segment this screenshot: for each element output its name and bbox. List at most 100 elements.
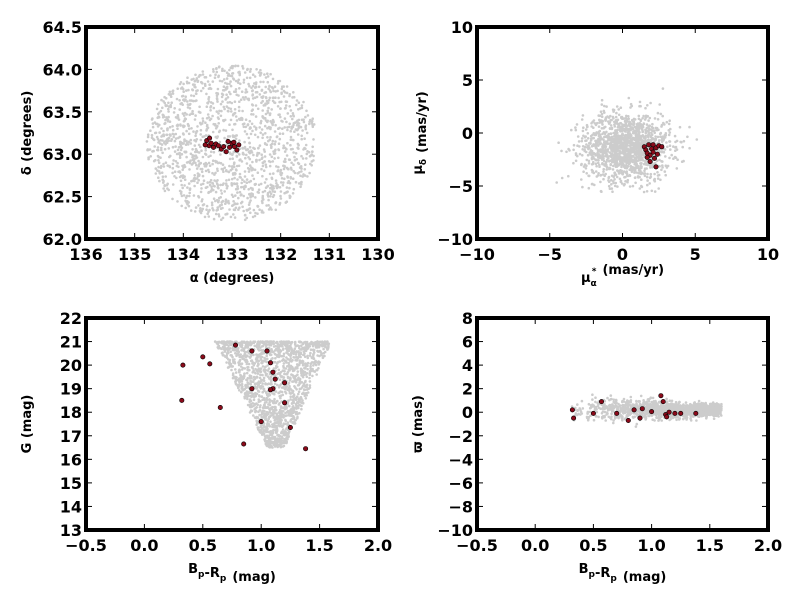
field-star-point (277, 148, 281, 152)
field-star-point (199, 111, 202, 114)
field-star-point (624, 180, 627, 183)
field-star-point (294, 381, 298, 384)
field-star-point (592, 171, 596, 175)
field-star-point (163, 147, 167, 151)
field-star-point (580, 118, 584, 121)
field-star-point (209, 109, 212, 112)
field-star-point (620, 169, 623, 173)
field-star-point (221, 351, 224, 355)
field-star-point (248, 201, 251, 204)
field-star-point (624, 175, 627, 179)
member-star-point (258, 419, 264, 425)
field-star-point (300, 170, 303, 173)
field-star-point (221, 183, 224, 187)
field-star-point (233, 216, 237, 219)
field-star-point (291, 395, 295, 398)
field-star-point (244, 125, 248, 129)
field-star-point (161, 151, 164, 155)
field-star-point (162, 162, 165, 166)
field-star-point (260, 355, 264, 359)
field-star-point (574, 152, 578, 155)
field-star-point (225, 187, 229, 190)
field-star-point (185, 80, 189, 84)
field-star-point (267, 346, 271, 350)
field-star-point (289, 395, 293, 399)
field-star-point (612, 159, 615, 163)
field-star-point (184, 117, 188, 121)
field-star-point (286, 176, 290, 179)
field-star-point (266, 191, 270, 195)
field-star-point (619, 144, 623, 147)
field-star-point (286, 352, 290, 355)
field-star-point (266, 75, 270, 78)
field-star-point (305, 157, 308, 160)
field-star-point (161, 106, 164, 110)
field-star-point (210, 201, 214, 204)
field-star-point (236, 384, 240, 388)
field-star-point (160, 98, 163, 102)
field-star-point (644, 131, 648, 135)
field-star-point (587, 162, 591, 165)
field-star-point (259, 428, 263, 432)
field-star-point (610, 187, 614, 190)
field-star-point (620, 127, 624, 130)
field-star-point (255, 421, 259, 425)
field-star-point (221, 100, 224, 103)
field-star-point (293, 130, 296, 133)
field-star-point (171, 171, 174, 175)
field-star-point (272, 342, 276, 346)
x-tick-label: 0.0 (130, 536, 158, 555)
field-star-point (229, 343, 233, 347)
field-star-point (266, 424, 269, 428)
field-star-point (154, 167, 158, 170)
field-star-point (271, 77, 275, 81)
field-star-point (233, 375, 236, 379)
field-star-point (220, 192, 224, 195)
field-star-point (257, 188, 261, 191)
field-star-point (194, 148, 198, 151)
field-star-point (182, 194, 186, 197)
field-star-point (246, 393, 250, 396)
field-star-point (607, 175, 611, 179)
field-star-point (312, 154, 315, 158)
field-star-point (252, 208, 256, 212)
field-star-point (300, 134, 304, 138)
field-star-point (261, 409, 265, 413)
field-star-point (181, 103, 184, 106)
member-star-point (223, 149, 229, 155)
field-star-point (254, 376, 258, 379)
field-star-point (676, 158, 679, 161)
field-star-point (180, 152, 184, 156)
field-star-point (237, 94, 240, 97)
field-star-point (238, 175, 242, 179)
field-star-point (284, 104, 288, 107)
field-star-point (615, 175, 619, 179)
field-star-point (294, 128, 298, 131)
field-star-point (259, 431, 263, 434)
field-star-point (281, 132, 285, 135)
field-star-point (604, 147, 607, 151)
field-star-point (187, 201, 190, 204)
field-star-point (575, 123, 579, 126)
field-star-point (308, 120, 311, 124)
field-star-point (277, 368, 281, 372)
field-star-point (249, 383, 253, 386)
field-star-point (226, 96, 230, 99)
field-star-point (645, 115, 648, 119)
field-star-point (266, 109, 270, 113)
field-star-point (286, 375, 290, 379)
field-star-point (295, 378, 299, 381)
field-star-point (266, 343, 270, 346)
field-star-point (606, 120, 610, 123)
field-star-point (266, 430, 269, 434)
field-star-point (254, 128, 258, 131)
field-star-point (184, 95, 187, 98)
field-star-point (216, 92, 220, 96)
field-star-point (249, 409, 253, 413)
field-star-point (274, 90, 278, 93)
field-star-point (269, 195, 272, 198)
field-star-point (619, 179, 623, 183)
field-star-point (610, 126, 614, 130)
field-star-point (615, 148, 619, 152)
field-star-point (326, 348, 329, 351)
